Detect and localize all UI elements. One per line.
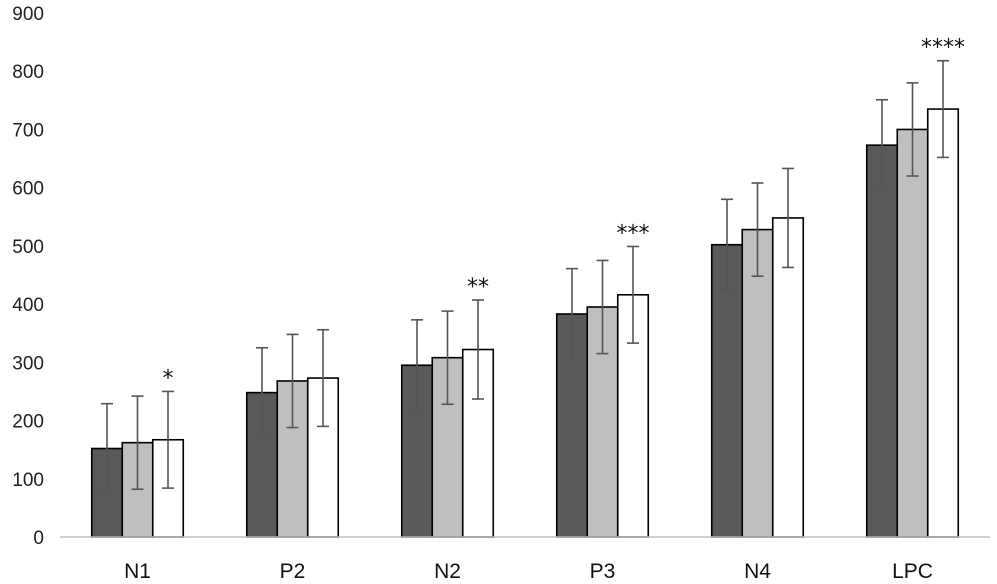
bar: [865, 144, 899, 538]
bar: [926, 108, 960, 538]
y-tick-label: 900: [12, 4, 44, 25]
error-bars: [101, 59, 949, 495]
significance-label: *: [163, 366, 174, 391]
y-tick-label: 500: [12, 237, 44, 258]
y-tick-label: 200: [12, 412, 44, 433]
significance-label: ***: [617, 221, 650, 246]
x-category-label: P3: [590, 560, 616, 583]
y-axis-ticks: 0 100 200 300 400 500 600 700 800 900: [12, 4, 44, 549]
y-tick-label: 600: [12, 179, 44, 200]
x-category-label: N4: [744, 560, 771, 583]
significance-label: **: [467, 275, 489, 300]
category-labels: N1 P2 N2 P3 N4 LPC: [124, 560, 933, 583]
x-category-label: N1: [124, 560, 151, 583]
significance-markers: **********: [163, 36, 966, 392]
y-tick-label: 700: [12, 120, 44, 141]
bar: [896, 128, 929, 538]
x-category-label: LPC: [892, 560, 933, 583]
x-category-label: N2: [434, 560, 461, 583]
bars: [90, 108, 960, 538]
y-tick-label: 300: [12, 353, 44, 374]
y-tick-label: 0: [33, 528, 44, 549]
x-category-label: P2: [280, 560, 306, 583]
y-tick-label: 100: [12, 470, 44, 491]
y-tick-label: 800: [12, 62, 44, 83]
y-tick-label: 400: [12, 295, 44, 316]
significance-label: ****: [921, 36, 965, 61]
